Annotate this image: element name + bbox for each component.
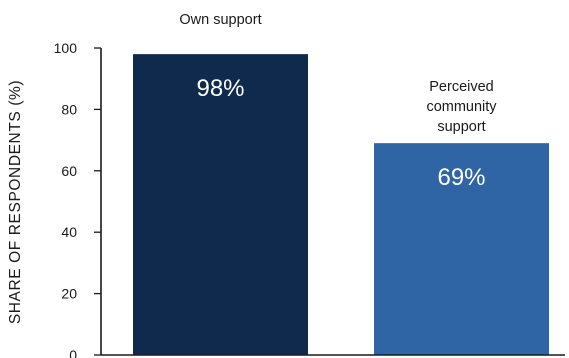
y-tick-label: 80 bbox=[61, 101, 77, 117]
bar-caption: Own support bbox=[179, 12, 261, 28]
y-tick-label: 40 bbox=[61, 224, 77, 240]
y-axis-ticks: 0 20 40 60 80 100 bbox=[54, 40, 101, 358]
bar bbox=[133, 54, 308, 355]
bar-caption-line: Perceived bbox=[429, 79, 493, 95]
bar-caption-line: support bbox=[437, 119, 485, 135]
bar-caption-line: community bbox=[426, 99, 497, 115]
bar-labels: 98% Own support 69% Perceived community suppo… bbox=[179, 12, 497, 191]
bars bbox=[133, 54, 549, 355]
bar bbox=[374, 143, 549, 355]
y-tick-label: 0 bbox=[69, 347, 77, 358]
bar-value-label: 98% bbox=[196, 75, 244, 102]
y-tick-label: 60 bbox=[61, 163, 77, 179]
bar-value-label: 69% bbox=[437, 164, 485, 191]
y-axis-title: SHARE OF RESPONDENTS (%) bbox=[7, 80, 24, 324]
y-tick-label: 20 bbox=[61, 286, 77, 302]
y-tick-label: 100 bbox=[54, 40, 78, 56]
